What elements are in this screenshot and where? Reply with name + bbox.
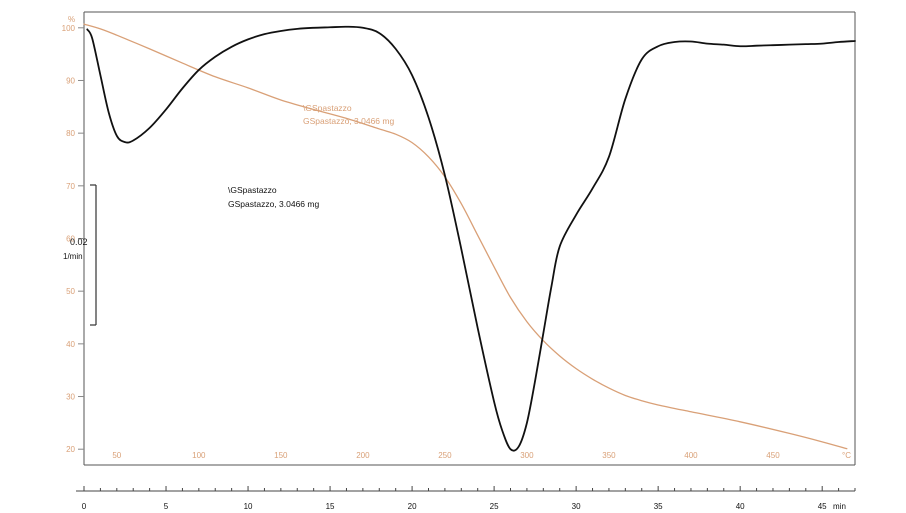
x-axis-tick-label: 15: [326, 502, 335, 511]
x-axis-tick-label: 5: [164, 502, 169, 511]
temperature-axis-tick-label: 50: [112, 451, 121, 460]
temperature-axis-tick-label: 150: [274, 451, 288, 460]
x-axis-tick-label: 10: [244, 502, 253, 511]
temperature-axis-tick-label: 400: [684, 451, 698, 460]
temperature-axis-tick-label: 200: [356, 451, 370, 460]
y-axis-tick-label: 90: [66, 76, 75, 85]
x-axis-unit-label: min: [833, 502, 846, 511]
dtg-curve-line: [86, 25, 856, 452]
tga-curve-group: [83, 23, 848, 450]
scale-bar-value-label: 0.02: [70, 237, 88, 247]
dtg-sample-label: GSpastazzo, 3.0466 mg: [228, 199, 319, 209]
x-axis-tick-label: 35: [654, 502, 663, 511]
y-axis-tick-label: 50: [66, 287, 75, 296]
tga-sample-label: GSpastazzo, 3.0466 mg: [303, 116, 394, 126]
x-axis-tick-label: 20: [408, 502, 417, 511]
y-axis-tick-label: 60: [66, 235, 75, 244]
y-axis-tick-label: 40: [66, 340, 75, 349]
x-axis-tick-label: 45: [818, 502, 827, 511]
tga-series-legend: \GSpastazzo GSpastazzo, 3.0466 mg: [303, 103, 394, 126]
scale-bar-unit-label: 1/min: [63, 252, 83, 261]
dtg-curve-group: [86, 25, 856, 452]
temperature-axis-group: 50 100 150 200 250 300 350 400 450: [112, 451, 780, 460]
dtg-series-legend: \GSpastazzo GSpastazzo, 3.0466 mg: [228, 185, 319, 209]
temperature-axis-tick-label: 450: [766, 451, 780, 460]
temperature-axis-tick-label: 250: [438, 451, 452, 460]
temperature-axis-tick-label: 100: [192, 451, 206, 460]
y-axis-group: 20 30 40 50 60 70 80 90 100: [62, 24, 84, 454]
y-axis-tick-label: 30: [66, 393, 75, 402]
y-axis-tick-label: 20: [66, 445, 75, 454]
tga-curve-line: [83, 23, 848, 450]
y-axis-tick-label: 80: [66, 129, 75, 138]
x-axis-tick-label: 25: [490, 502, 499, 511]
temperature-axis-tick-label: 350: [602, 451, 616, 460]
x-axis-group: 0 5 10 15 20 25 30 35 40 45: [82, 486, 856, 511]
y-axis-tick-label: 70: [66, 182, 75, 191]
x-axis-tick-label: 0: [82, 502, 87, 511]
y-axis-unit-label: %: [68, 15, 75, 24]
scale-bar-group: 0.02 1/min: [63, 184, 97, 326]
temperature-axis-tick-label: 300: [520, 451, 534, 460]
tga-series-name: \GSpastazzo: [303, 103, 352, 113]
temperature-axis-unit-label: °C: [842, 451, 851, 460]
dtg-series-name: \GSpastazzo: [228, 185, 277, 195]
plot-frame: [76, 11, 856, 492]
x-axis-tick-label: 30: [572, 502, 581, 511]
y-axis-tick-label: 100: [62, 24, 76, 33]
x-axis-tick-label: 40: [736, 502, 745, 511]
